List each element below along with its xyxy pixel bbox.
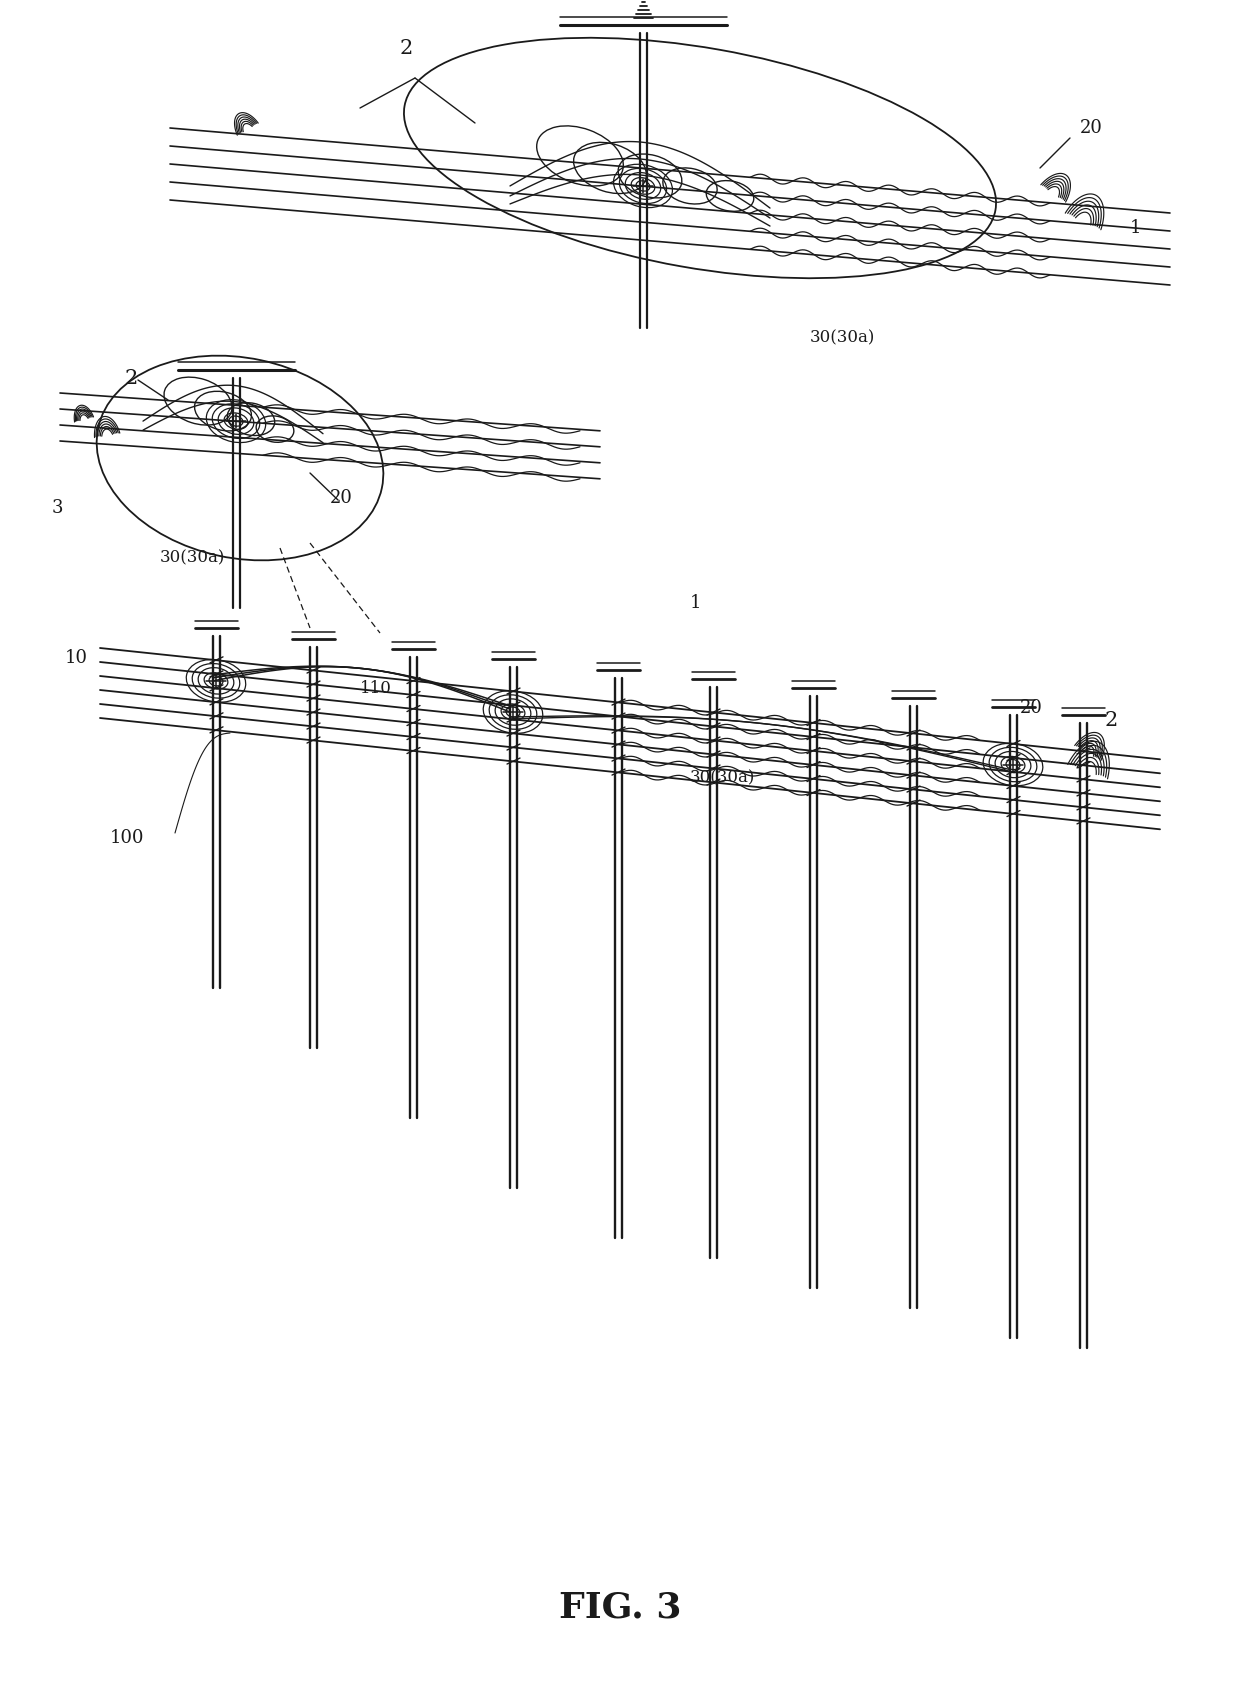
Text: 2: 2 xyxy=(125,368,138,388)
Text: 30(30a): 30(30a) xyxy=(810,329,875,346)
Text: 1: 1 xyxy=(689,594,702,613)
Text: 2: 2 xyxy=(401,39,413,57)
Text: 10: 10 xyxy=(64,648,88,667)
Text: 3: 3 xyxy=(52,500,63,517)
Text: 30(30a): 30(30a) xyxy=(689,770,755,787)
Text: 30(30a): 30(30a) xyxy=(160,550,226,567)
Text: 2: 2 xyxy=(1105,711,1118,729)
Text: 1: 1 xyxy=(1130,219,1142,236)
Text: FIG. 3: FIG. 3 xyxy=(559,1592,681,1626)
Text: 20: 20 xyxy=(330,490,353,506)
Text: 110: 110 xyxy=(360,680,392,697)
Text: 100: 100 xyxy=(110,829,145,847)
Text: 20: 20 xyxy=(1021,699,1043,717)
Text: 20: 20 xyxy=(1080,118,1102,137)
